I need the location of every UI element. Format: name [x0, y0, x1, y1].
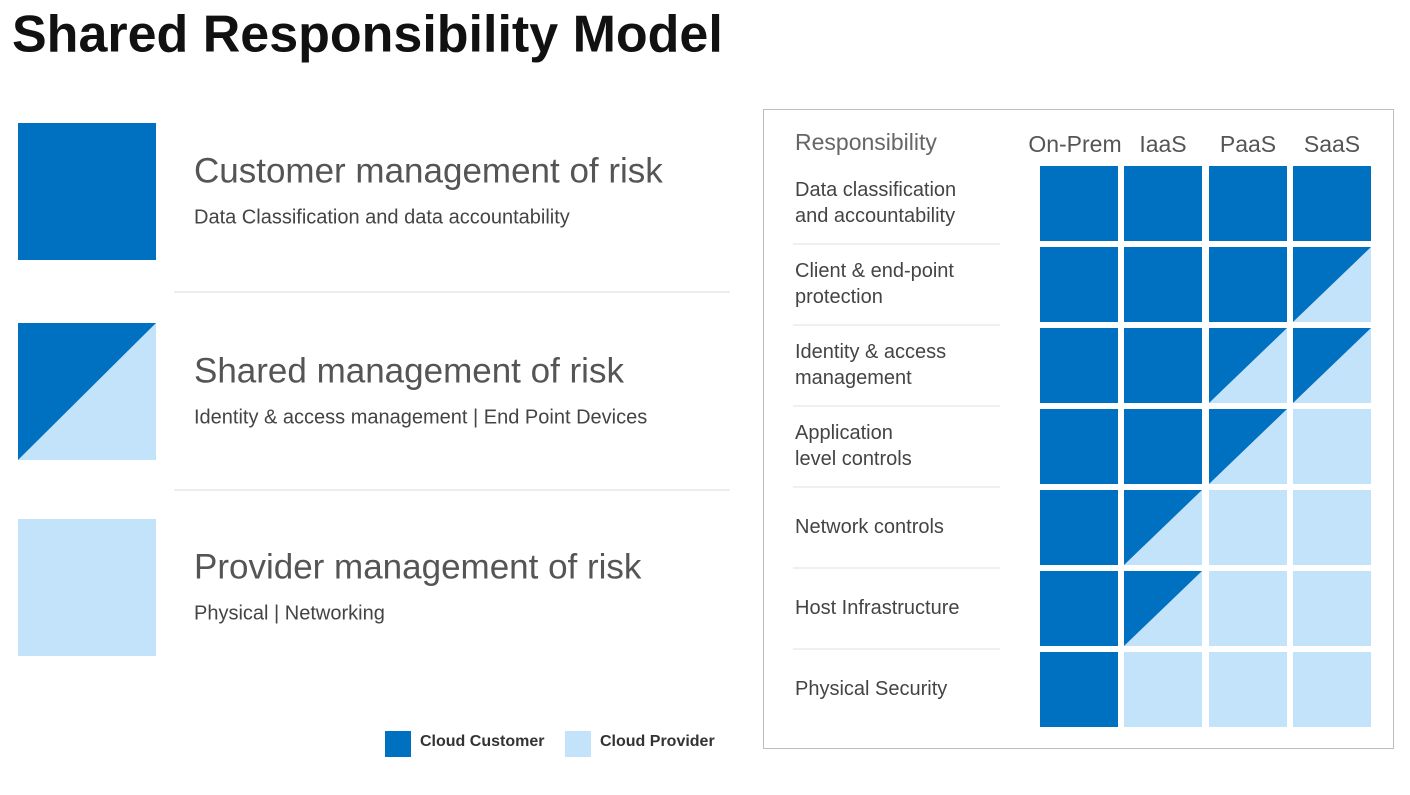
responsibility-cell	[1209, 652, 1287, 727]
responsibility-cell	[1293, 247, 1371, 322]
provider-part	[1209, 652, 1287, 727]
risk-swatch	[18, 519, 156, 656]
row-label: Identity & access	[795, 341, 946, 363]
customer-part	[1124, 247, 1202, 322]
responsibility-cell	[1040, 247, 1118, 322]
row-label: level controls	[795, 448, 912, 470]
legend-label: Cloud Provider	[600, 733, 715, 750]
responsibility-cell	[1124, 328, 1202, 403]
customer-part	[1040, 328, 1118, 403]
responsibility-cell	[1040, 490, 1118, 565]
customer-part	[1040, 409, 1118, 484]
risk-swatch	[18, 123, 156, 260]
responsibility-cell	[1124, 652, 1202, 727]
customer-part	[1209, 328, 1287, 403]
provider-part	[1209, 571, 1287, 646]
customer-part	[18, 123, 156, 260]
page-title: Shared Responsibility Model	[12, 6, 723, 64]
column-header: PaaS	[1220, 131, 1276, 157]
column-header: On-Prem	[1028, 131, 1121, 157]
legend-swatch	[385, 731, 411, 757]
responsibility-cell	[1209, 328, 1287, 403]
customer-part	[1040, 247, 1118, 322]
responsibility-cell	[1124, 490, 1202, 565]
responsibility-cell	[1293, 652, 1371, 727]
responsibility-cell	[1209, 409, 1287, 484]
responsibility-cell	[1040, 652, 1118, 727]
row-label: Host Infrastructure	[795, 597, 960, 619]
provider-part	[1293, 409, 1371, 484]
customer-part	[1124, 571, 1202, 646]
responsibility-cell	[1293, 490, 1371, 565]
customer-part	[1293, 328, 1371, 403]
risk-heading: Customer management of risk	[194, 151, 663, 190]
responsibility-cell	[1293, 409, 1371, 484]
row-label: Network controls	[795, 516, 944, 538]
risk-description: Physical | Networking	[194, 602, 385, 624]
matrix-panel	[763, 109, 1394, 749]
customer-part	[1040, 652, 1118, 727]
provider-part	[1293, 571, 1371, 646]
row-label: Physical Security	[795, 678, 947, 700]
provider-part	[1293, 652, 1371, 727]
customer-part	[18, 323, 156, 460]
customer-part	[1209, 166, 1287, 241]
customer-part	[1124, 409, 1202, 484]
customer-part	[1124, 328, 1202, 403]
responsibility-cell	[1040, 571, 1118, 646]
responsibility-cell	[1040, 166, 1118, 241]
responsibility-cell	[1040, 328, 1118, 403]
responsibility-cell	[1293, 571, 1371, 646]
customer-part	[1040, 166, 1118, 241]
provider-part	[18, 519, 156, 656]
responsibility-cell	[1124, 166, 1202, 241]
risk-description: Identity & access management | End Point…	[194, 406, 647, 428]
row-label: Application	[795, 422, 893, 444]
customer-part	[1124, 166, 1202, 241]
provider-part	[1293, 490, 1371, 565]
responsibility-cell	[1124, 247, 1202, 322]
responsibility-cell	[1209, 571, 1287, 646]
responsibility-cell	[1293, 166, 1371, 241]
row-label: management	[795, 367, 912, 389]
legend-swatch	[565, 731, 591, 757]
customer-part	[1209, 409, 1287, 484]
provider-part	[1209, 490, 1287, 565]
row-label: protection	[795, 286, 883, 308]
risk-swatch	[18, 323, 156, 460]
legend-label: Cloud Customer	[420, 733, 544, 750]
customer-part	[1209, 247, 1287, 322]
responsibility-cell	[1124, 409, 1202, 484]
provider-part	[1124, 652, 1202, 727]
row-label: Data classification	[795, 179, 956, 201]
responsibility-cell	[1293, 328, 1371, 403]
responsibility-cell	[1209, 490, 1287, 565]
responsibility-cell	[1209, 247, 1287, 322]
row-label: Client & end-point	[795, 260, 954, 282]
responsibility-cell	[1124, 571, 1202, 646]
row-label: and accountability	[795, 205, 955, 227]
customer-part	[1124, 490, 1202, 565]
risk-description: Data Classification and data accountabil…	[194, 206, 570, 228]
customer-part	[1293, 166, 1371, 241]
customer-part	[1293, 247, 1371, 322]
responsibility-cell	[1209, 166, 1287, 241]
risk-heading: Provider management of risk	[194, 547, 642, 586]
column-header: SaaS	[1304, 131, 1360, 157]
customer-part	[1040, 571, 1118, 646]
customer-part	[1040, 490, 1118, 565]
matrix-header: Responsibility	[795, 129, 937, 155]
risk-heading: Shared management of risk	[194, 351, 624, 390]
responsibility-cell	[1040, 409, 1118, 484]
column-header: IaaS	[1139, 131, 1186, 157]
